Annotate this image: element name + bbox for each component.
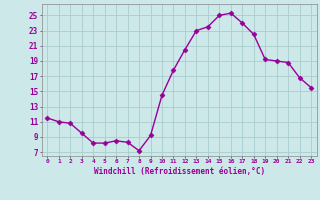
X-axis label: Windchill (Refroidissement éolien,°C): Windchill (Refroidissement éolien,°C) — [94, 167, 265, 176]
